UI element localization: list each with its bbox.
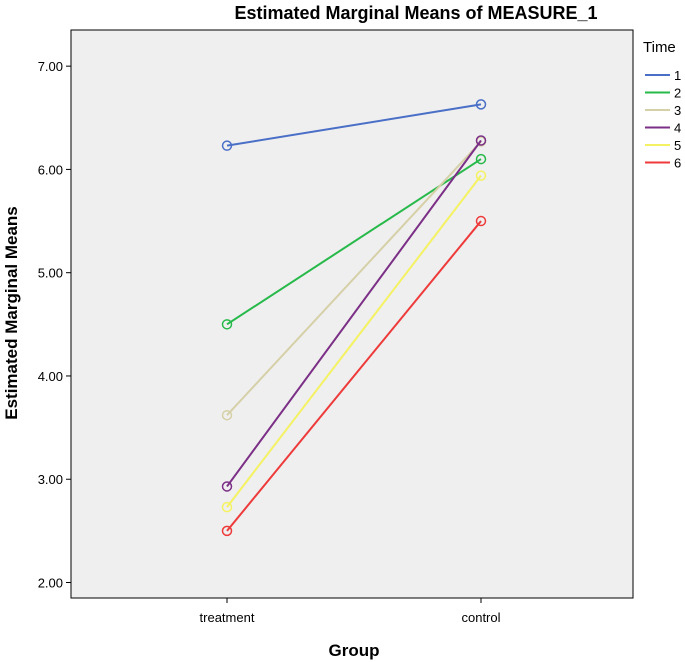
x-tick-label-treatment: treatment [200, 610, 255, 625]
legend-label-6: 6 [674, 156, 681, 171]
data-point-6-treatment [221, 525, 233, 537]
series-group [221, 99, 487, 537]
data-point-2-treatment [221, 319, 233, 330]
x-axis: treatment control [200, 598, 501, 625]
data-point-3-treatment [221, 409, 233, 421]
series-5 [221, 170, 487, 513]
x-tick-label-control: control [461, 610, 500, 625]
legend-label-5: 5 [674, 138, 681, 153]
y-tick-label: 2.00 [38, 576, 63, 591]
series-4 [221, 135, 487, 492]
y-tick-label: 3.00 [38, 472, 63, 487]
y-tick-label: 6.00 [38, 162, 63, 177]
data-point-4-control [475, 135, 487, 146]
legend-label-4: 4 [674, 121, 681, 136]
data-point-1-control [475, 99, 487, 110]
y-axis: 2.00 3.00 4.00 5.00 6.00 7.00 [38, 59, 71, 591]
series-1 [221, 99, 487, 151]
y-tick-label: 4.00 [38, 369, 63, 384]
legend-title: Time [643, 39, 676, 56]
chart-title: Estimated Marginal Means of MEASURE_1 [234, 3, 597, 23]
data-point-2-control [475, 153, 487, 165]
y-axis-title: Estimated Marginal Means [2, 206, 21, 420]
data-point-6-control [475, 215, 487, 227]
legend-label-1: 1 [674, 68, 681, 83]
x-axis-title: Group [329, 641, 380, 660]
series-line-1 [226, 103, 482, 147]
series-line-3 [226, 140, 482, 416]
legend-label-3: 3 [674, 103, 681, 118]
y-tick-label: 7.00 [38, 59, 63, 74]
plot-area [70, 29, 634, 599]
series-line-4 [226, 139, 482, 488]
series-6 [221, 215, 487, 537]
series-line-5 [226, 175, 482, 508]
series-line-6 [226, 220, 482, 532]
data-point-5-control [475, 170, 487, 181]
data-point-5-treatment [221, 501, 233, 513]
legend-label-2: 2 [674, 86, 681, 101]
legend: Time 1 2 3 4 5 6 [643, 39, 681, 171]
data-point-1-treatment [221, 140, 233, 151]
data-point-4-treatment [221, 481, 233, 492]
y-tick-label: 5.00 [38, 266, 63, 281]
